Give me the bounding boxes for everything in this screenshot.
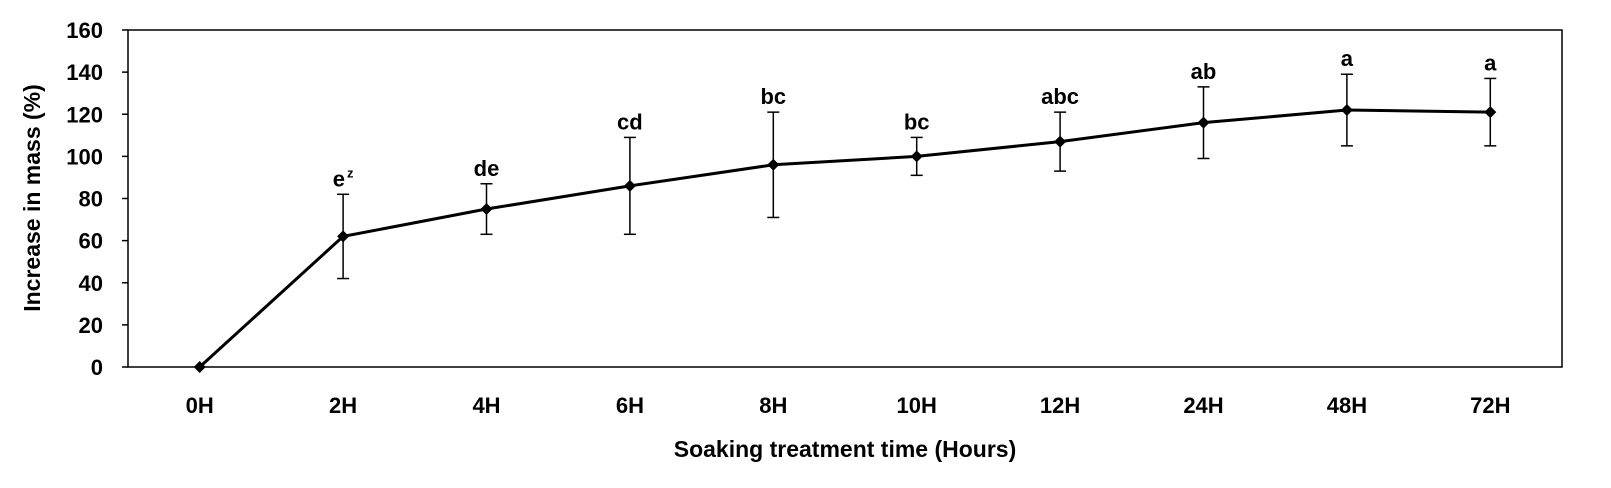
significance-label: de: [474, 156, 500, 181]
y-tick-label: 0: [91, 355, 103, 380]
y-tick-label: 120: [66, 102, 103, 127]
data-point-marker: [910, 150, 923, 163]
x-tick-label: 6H: [616, 393, 644, 418]
x-tick-label: 10H: [897, 393, 937, 418]
significance-letter: bc: [760, 84, 786, 109]
y-axis-title: Increase in mass (%): [19, 84, 45, 312]
x-tick-label: 0H: [186, 393, 214, 418]
significance-label: cd: [617, 109, 643, 134]
y-tick-label: 100: [66, 144, 103, 169]
y-tick-label: 60: [79, 229, 103, 254]
significance-letter: abc: [1041, 84, 1079, 109]
data-point-marker: [1197, 116, 1210, 129]
significance-label: abc: [1041, 84, 1079, 109]
data-point-marker: [193, 361, 206, 373]
x-tick-label: 8H: [759, 393, 787, 418]
significance-labels: e z de cd bc bc abc ab a a: [333, 46, 1497, 191]
significance-label: a: [1341, 46, 1354, 71]
x-tick-label: 2H: [329, 393, 357, 418]
significance-label: bc: [760, 84, 786, 109]
x-tick-label: 4H: [472, 393, 500, 418]
y-tick-label: 20: [79, 313, 103, 338]
x-axis: 0H 2H 4H 6H 8H 10H 12H 24H 48H 72H: [186, 393, 1511, 418]
significance-label: ab: [1191, 59, 1217, 84]
significance-label: a: [1484, 50, 1497, 75]
y-tick-label: 80: [79, 187, 103, 212]
data-point-marker: [480, 203, 493, 216]
significance-label: bc: [904, 109, 930, 134]
x-tick-label: 12H: [1040, 393, 1080, 418]
significance-superscript: z: [347, 165, 354, 180]
y-tick-label: 40: [79, 271, 103, 296]
data-markers: [193, 104, 1497, 373]
x-tick-label: 48H: [1327, 393, 1367, 418]
data-point-marker: [623, 179, 636, 192]
significance-letter: a: [1484, 50, 1497, 75]
y-tick-label: 160: [66, 18, 103, 43]
data-point-marker: [1054, 135, 1067, 148]
significance-letter: de: [474, 156, 500, 181]
data-point-marker: [767, 158, 780, 171]
series-line: [198, 108, 1491, 369]
significance-letter: e: [333, 166, 345, 191]
data-point-marker: [1484, 106, 1497, 119]
x-tick-label: 72H: [1470, 393, 1510, 418]
data-point-marker: [337, 230, 350, 243]
y-axis: 0 20 40 60 80 100 120 140 160: [66, 18, 128, 380]
significance-letter: cd: [617, 109, 643, 134]
significance-letter: bc: [904, 109, 930, 134]
significance-letter: ab: [1191, 59, 1217, 84]
significance-letter: a: [1341, 46, 1354, 71]
y-tick-label: 140: [66, 60, 103, 85]
x-axis-title: Soaking treatment time (Hours): [674, 436, 1017, 462]
error-bars: [337, 73, 1497, 280]
data-point-marker: [1340, 104, 1353, 117]
x-tick-label: 24H: [1183, 393, 1223, 418]
